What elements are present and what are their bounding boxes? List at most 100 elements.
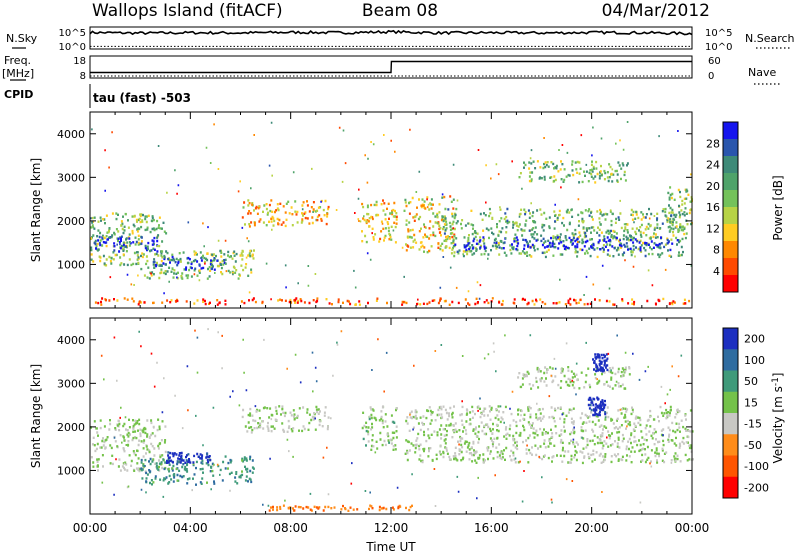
velocity-colorbar-tick-5: -50 bbox=[744, 439, 762, 452]
time-axis-label: Time UT bbox=[365, 540, 416, 554]
velocity-region-9-cells-1 bbox=[268, 504, 400, 512]
velocity-speckle-1 bbox=[101, 334, 671, 502]
n-search-scale-bottom: 10^0 bbox=[705, 42, 732, 53]
power-region-4-cells-4 bbox=[248, 199, 329, 228]
power-region-4-cells-2 bbox=[241, 201, 330, 226]
power-colorbar-swatch-5 bbox=[723, 207, 738, 225]
power-region-11-cells-2 bbox=[105, 297, 687, 306]
n-search-label: N.Search bbox=[745, 32, 795, 45]
n-sky-scale-top: 10^5 bbox=[59, 28, 86, 39]
power-colorbar-swatch-1 bbox=[723, 139, 738, 157]
velocity-xtick-label-5: 20:00 bbox=[574, 521, 609, 535]
cpid-value: tau (fast) -503 bbox=[93, 91, 191, 105]
velocity-ytick-label-3: 4000 bbox=[57, 334, 85, 347]
power-region-6-cells-3 bbox=[403, 198, 456, 254]
velocity-x-axis: 00:00 04:00 08:00 12:00 16:00 20:00 00:00 bbox=[73, 318, 709, 535]
frequency-line bbox=[90, 60, 692, 74]
velocity-colorbar-frame bbox=[722, 327, 739, 499]
velocity-colorbar-tick-3: 15 bbox=[744, 396, 758, 409]
velocity-ytick-label-0: 1000 bbox=[57, 464, 85, 477]
power-region-11-cells-3 bbox=[97, 297, 687, 306]
power-colorbar-swatch-4 bbox=[723, 190, 738, 208]
velocity-colorbar-label-exponent: -1 bbox=[771, 377, 781, 386]
nave-tick-top: 60 bbox=[708, 56, 721, 67]
power-colorbar-tick-1: 8 bbox=[713, 244, 720, 257]
power-region-3-cells-0 bbox=[154, 255, 226, 271]
power-colorbar-swatch-6 bbox=[723, 224, 738, 242]
power-scatter bbox=[90, 121, 693, 306]
freq-tick-bottom: 8 bbox=[80, 71, 86, 82]
velocity-scatter bbox=[90, 328, 694, 512]
power-ytick-label-2: 3000 bbox=[57, 171, 85, 184]
velocity-region-5-cells-1 bbox=[406, 405, 694, 464]
power-colorbar-swatch-8 bbox=[723, 258, 738, 276]
nave-label: Nave bbox=[748, 66, 776, 79]
power-colorbar-tick-3: 16 bbox=[706, 201, 720, 214]
power-region-9-cells-2 bbox=[523, 161, 629, 184]
freq-strip-frame bbox=[89, 55, 693, 79]
velocity-colorbar-swatch-6 bbox=[723, 455, 738, 478]
n-search-scale-top: 10^5 bbox=[705, 28, 732, 39]
date-title: 04/Mar/2012 bbox=[602, 1, 710, 21]
velocity-colorbar-swatch-3 bbox=[723, 391, 738, 414]
velocity-colorbar-swatch-2 bbox=[723, 370, 738, 393]
power-colorbar-tick-0: 4 bbox=[713, 265, 720, 278]
power-colorbar-tick-2: 12 bbox=[706, 222, 720, 235]
velocity-region-3-cells-0 bbox=[244, 405, 329, 433]
velocity-region-2-cells-0 bbox=[165, 451, 212, 464]
velocity-colorbar-tick-7: -200 bbox=[744, 481, 769, 494]
power-region-10-cells-3 bbox=[667, 188, 692, 230]
n-sky-label: N.Sky bbox=[6, 32, 38, 45]
velocity-colorbar-label-main: Velocity [m s bbox=[771, 386, 785, 463]
power-colorbar-swatch-3 bbox=[723, 173, 738, 191]
velocity-xtick-label-2: 08:00 bbox=[273, 521, 308, 535]
power-region-7-cells-3 bbox=[441, 207, 687, 259]
velocity-xtick-label-4: 16:00 bbox=[474, 521, 509, 535]
station-title: Wallops Island (fitACF) bbox=[92, 1, 283, 21]
power-ytick-label-3: 4000 bbox=[57, 128, 85, 141]
power-colorbar-label: Power [dB] bbox=[771, 175, 785, 240]
velocity-xtick-label-3: 12:00 bbox=[374, 521, 409, 535]
velocity-region-7-cells-0 bbox=[592, 353, 609, 373]
power-region-2-cells-2 bbox=[143, 249, 255, 280]
velocity-colorbar-tick-2: 50 bbox=[744, 375, 758, 388]
power-y-axis-label: Slant Range [km] bbox=[29, 158, 43, 262]
velocity-colorbar: 200 100 50 15 -15 -50 -100 -200 bbox=[722, 327, 769, 499]
velocity-colorbar-label-end: ] bbox=[771, 373, 785, 378]
power-y-axis: 1000 2000 3000 4000 bbox=[57, 128, 692, 271]
power-region-1-cells-2 bbox=[94, 234, 159, 254]
power-speckle-0 bbox=[137, 134, 692, 294]
power-colorbar-swatch-9 bbox=[723, 275, 738, 293]
freq-tick-top: 18 bbox=[73, 56, 86, 67]
power-colorbar-swatch-0 bbox=[723, 122, 738, 140]
velocity-region-4-cells-0 bbox=[361, 405, 398, 451]
velocity-panel: 1000 2000 3000 4000 00:00 04:00 08:00 12:00 16:… bbox=[29, 317, 785, 554]
velocity-colorbar-swatch-4 bbox=[723, 413, 738, 435]
velocity-region-1-cells-0 bbox=[140, 455, 255, 486]
velocity-colorbar-swatch-1 bbox=[723, 349, 738, 371]
power-colorbar-swatch-2 bbox=[723, 156, 738, 174]
power-region-7-cells-0 bbox=[441, 207, 688, 258]
power-colorbar-frame bbox=[722, 121, 739, 293]
n-sky-line bbox=[89, 29, 693, 36]
power-region-2-cells-3 bbox=[148, 249, 238, 280]
velocity-colorbar-tick-0: 200 bbox=[744, 333, 765, 346]
velocity-region-0-cells-1 bbox=[90, 418, 167, 472]
nave-tick-bottom: 0 bbox=[708, 71, 714, 82]
freq-unit-label: [MHz] bbox=[2, 67, 34, 80]
power-region-1-cells-3 bbox=[122, 241, 131, 244]
power-region-8-cells-0 bbox=[463, 236, 669, 251]
velocity-colorbar-tick-4: -15 bbox=[744, 418, 762, 431]
power-speckle-2 bbox=[108, 126, 635, 276]
velocity-xtick-label-1: 04:00 bbox=[173, 521, 208, 535]
power-region-9-cells-1 bbox=[523, 160, 626, 183]
power-region-7-cells-2 bbox=[444, 207, 688, 259]
velocity-region-5-cells-0 bbox=[404, 405, 694, 465]
velocity-region-4-cells-2 bbox=[362, 417, 396, 447]
power-region-7-cells-1 bbox=[443, 208, 689, 257]
power-colorbar-tick-5: 24 bbox=[706, 159, 720, 172]
power-x-axis bbox=[89, 112, 693, 308]
freq-label: Freq. bbox=[4, 54, 31, 67]
power-panel: 1000 2000 3000 4000 Slant Range [km] 4 8 12 16… bbox=[29, 111, 785, 309]
velocity-region-9-cells-0 bbox=[270, 504, 413, 512]
